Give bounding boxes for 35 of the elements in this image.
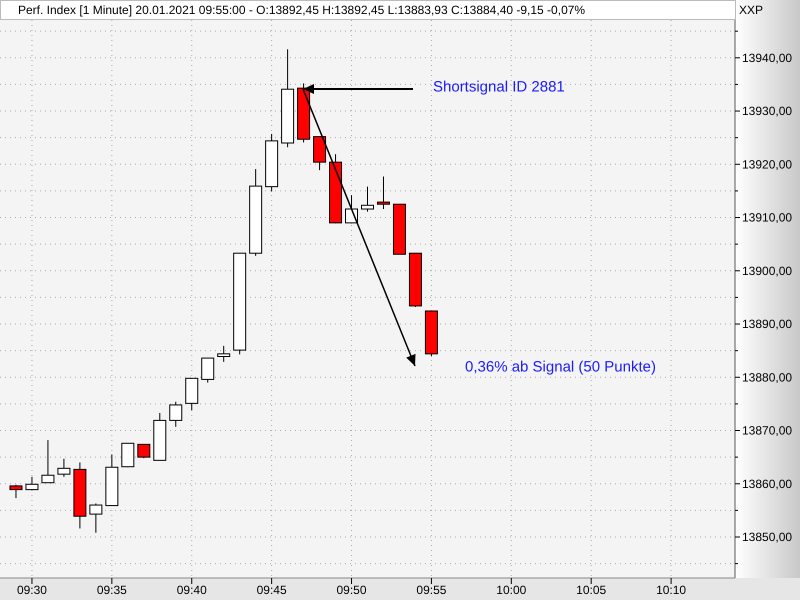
candlestick	[89, 502, 102, 534]
text: XXP	[739, 3, 764, 17]
candlestick	[169, 401, 182, 428]
candlestick	[25, 476, 38, 491]
candlestick	[376, 176, 390, 210]
x-tick-label: 09:40	[176, 583, 208, 597]
y-tick-label: 13940,00	[742, 51, 792, 66]
x-tick-label: 09:45	[256, 583, 287, 597]
y-tick-label: 13890,00	[742, 317, 792, 332]
candlestick	[201, 358, 214, 384]
y-tick-label: 13900,00	[742, 264, 792, 278]
candlestick	[217, 345, 230, 362]
y-tick-label: 13860,00	[742, 476, 792, 491]
y-tick-label: 13870,00	[742, 424, 792, 438]
x-tick-label: 10:10	[656, 583, 686, 597]
y-tick-label: 13850,00	[742, 530, 792, 544]
y-tick-label: 13930,00	[742, 104, 792, 118]
y-tick-label: 13920,00	[742, 157, 792, 172]
y-tick-label: 13910,00	[742, 210, 792, 225]
x-tick-label: 09:30	[16, 583, 48, 597]
candlestick	[361, 186, 374, 212]
annotation: Shortsignal ID 2881	[433, 78, 565, 96]
x-tick-label: 09:50	[336, 583, 367, 597]
x-tick-label: 10:00	[496, 583, 527, 597]
chart-title: Perf. Index [1 Minute] 20.01.2021 09:55:00 - O:13892,45 H:13892,45 L:13883,93 C:13884,40 -9,15 -0,07%	[18, 3, 586, 17]
annotation: 0,36% ab Signal (50 Punkte)	[465, 358, 656, 376]
x-tick-label: 09:55	[416, 583, 447, 597]
candlestick	[41, 440, 54, 484]
x-tick-label: 10:05	[576, 583, 607, 597]
x-tick-label: 09:35	[96, 583, 128, 597]
candlestick	[57, 458, 70, 478]
y-tick-label: 13880,00	[742, 370, 792, 384]
candlestick	[9, 484, 22, 499]
candlestick	[121, 442, 134, 468]
candlestick	[137, 444, 150, 459]
